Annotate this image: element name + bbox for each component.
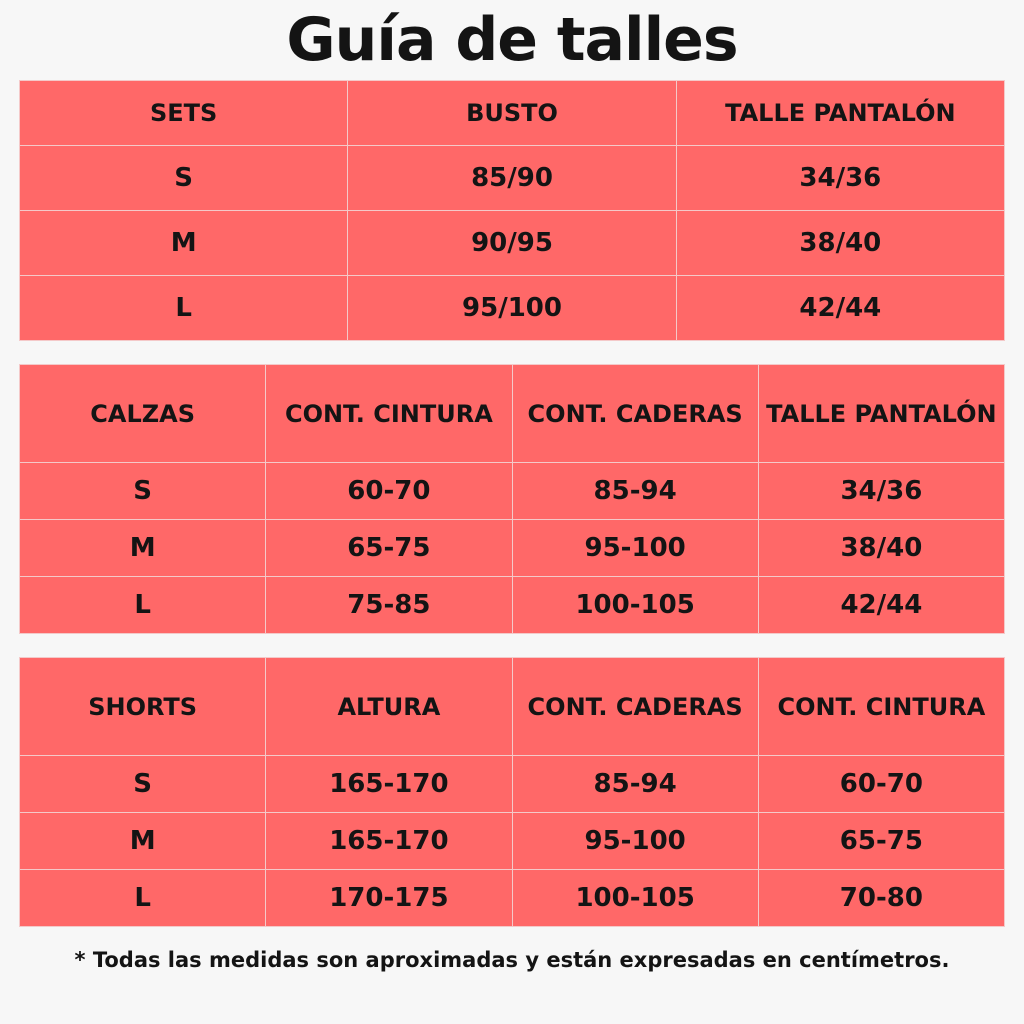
header-cell: CONT. CADERAS bbox=[511, 657, 759, 756]
table-cell: 85-94 bbox=[511, 755, 759, 813]
table-row: L 75-85 100-105 42/44 bbox=[18, 576, 1006, 634]
table-cell: 60-70 bbox=[265, 462, 513, 520]
header-cell: CONT. CINTURA bbox=[265, 364, 513, 463]
table-row: L 95/100 42/44 bbox=[18, 275, 1006, 341]
table-cell: L bbox=[18, 869, 267, 927]
table-cell: 65-75 bbox=[757, 812, 1006, 870]
table-row: S 85/90 34/36 bbox=[18, 145, 1006, 211]
header-cell: BUSTO bbox=[347, 80, 677, 146]
table-cell: 165-170 bbox=[265, 755, 513, 813]
table-cell: M bbox=[18, 519, 267, 577]
table-cell: 60-70 bbox=[757, 755, 1006, 813]
table-row: S 165-170 85-94 60-70 bbox=[18, 755, 1006, 813]
calzas-size-table: CALZAS CONT. CINTURA CONT. CADERAS TALLE… bbox=[18, 364, 1006, 634]
table-header-row: CALZAS CONT. CINTURA CONT. CADERAS TALLE… bbox=[18, 364, 1006, 463]
table-row: M 90/95 38/40 bbox=[18, 210, 1006, 276]
table-row: S 60-70 85-94 34/36 bbox=[18, 462, 1006, 520]
header-cell: ALTURA bbox=[265, 657, 513, 756]
header-cell: CONT. CADERAS bbox=[511, 364, 759, 463]
table-cell: 95/100 bbox=[347, 275, 677, 341]
table-cell: S bbox=[18, 462, 267, 520]
header-cell: SHORTS bbox=[18, 657, 267, 756]
table-cell: 170-175 bbox=[265, 869, 513, 927]
table-row: M 165-170 95-100 65-75 bbox=[18, 812, 1006, 870]
header-cell: CONT. CINTURA bbox=[757, 657, 1006, 756]
table-cell: 34/36 bbox=[757, 462, 1006, 520]
table-row: M 65-75 95-100 38/40 bbox=[18, 519, 1006, 577]
table-cell: S bbox=[18, 145, 349, 211]
table-cell: 42/44 bbox=[757, 576, 1006, 634]
header-cell: SETS bbox=[18, 80, 349, 146]
footnote: * Todas las medidas son aproximadas y es… bbox=[74, 948, 950, 972]
table-cell: S bbox=[18, 755, 267, 813]
sets-size-table: SETS BUSTO TALLE PANTALÓN S 85/90 34/36 … bbox=[18, 80, 1006, 341]
table-cell: 85/90 bbox=[347, 145, 677, 211]
table-row: L 170-175 100-105 70-80 bbox=[18, 869, 1006, 927]
page-title: Guía de talles bbox=[286, 5, 738, 75]
table-header-row: SHORTS ALTURA CONT. CADERAS CONT. CINTUR… bbox=[18, 657, 1006, 756]
table-cell: 75-85 bbox=[265, 576, 513, 634]
table-cell: 65-75 bbox=[265, 519, 513, 577]
header-cell: CALZAS bbox=[18, 364, 267, 463]
table-cell: 95-100 bbox=[511, 812, 759, 870]
header-cell: TALLE PANTALÓN bbox=[757, 364, 1006, 463]
table-cell: 90/95 bbox=[347, 210, 677, 276]
table-cell: L bbox=[18, 275, 349, 341]
table-cell: 85-94 bbox=[511, 462, 759, 520]
table-cell: L bbox=[18, 576, 267, 634]
table-cell: 100-105 bbox=[511, 869, 759, 927]
header-cell: TALLE PANTALÓN bbox=[675, 80, 1006, 146]
table-cell: 38/40 bbox=[675, 210, 1006, 276]
table-cell: 95-100 bbox=[511, 519, 759, 577]
table-cell: 34/36 bbox=[675, 145, 1006, 211]
shorts-size-table: SHORTS ALTURA CONT. CADERAS CONT. CINTUR… bbox=[18, 657, 1006, 927]
table-cell: 100-105 bbox=[511, 576, 759, 634]
table-cell: M bbox=[18, 812, 267, 870]
table-cell: 38/40 bbox=[757, 519, 1006, 577]
table-cell: 42/44 bbox=[675, 275, 1006, 341]
table-cell: M bbox=[18, 210, 349, 276]
table-cell: 70-80 bbox=[757, 869, 1006, 927]
table-header-row: SETS BUSTO TALLE PANTALÓN bbox=[18, 80, 1006, 146]
table-cell: 165-170 bbox=[265, 812, 513, 870]
